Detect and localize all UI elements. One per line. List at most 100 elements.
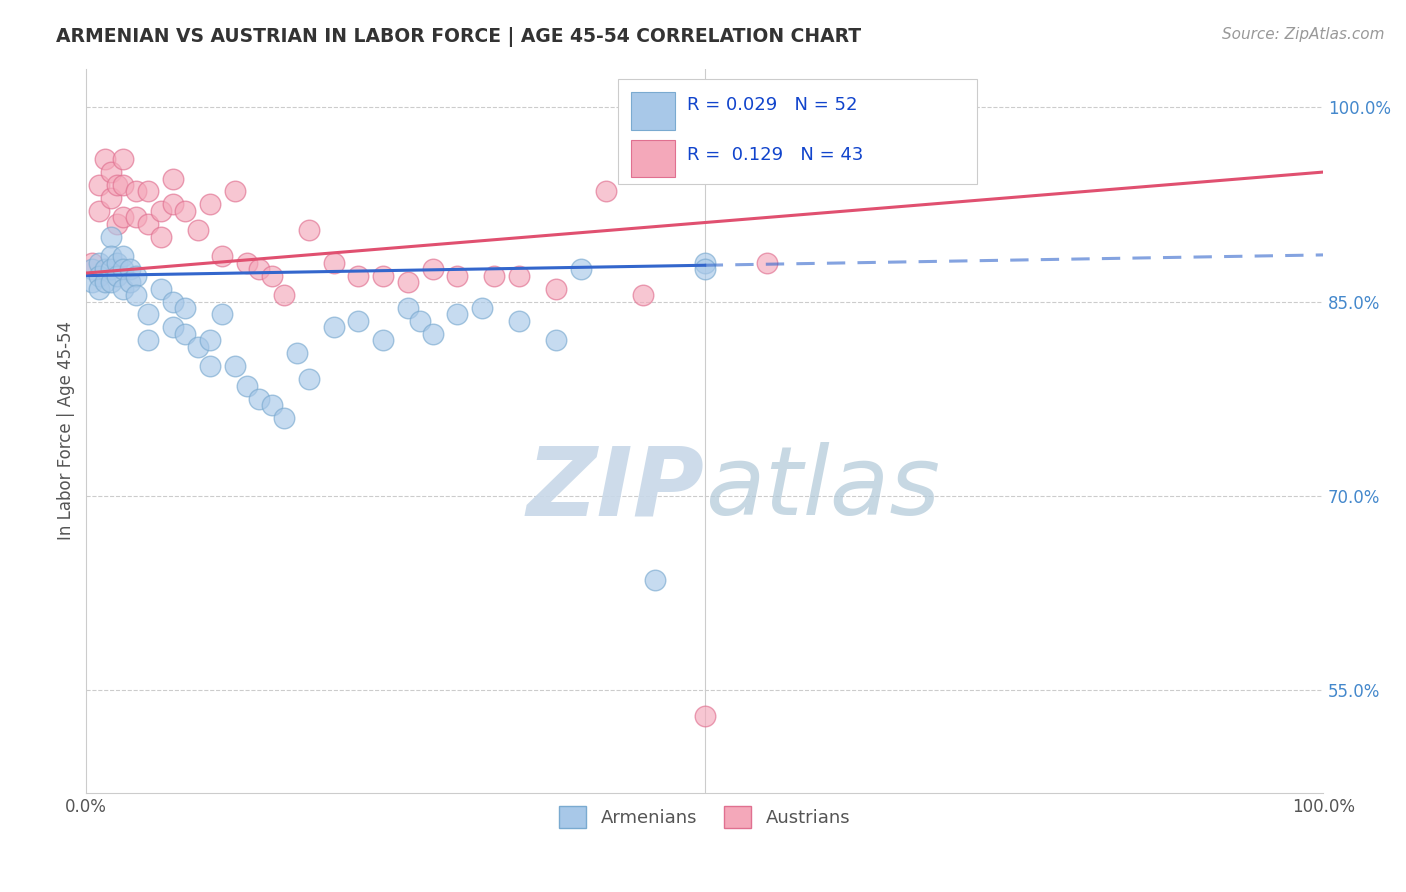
Text: ZIP: ZIP bbox=[527, 442, 704, 535]
Point bbox=[149, 229, 172, 244]
Point bbox=[174, 203, 197, 218]
Point bbox=[162, 171, 184, 186]
Point bbox=[87, 281, 110, 295]
Point bbox=[644, 573, 666, 587]
Point bbox=[100, 249, 122, 263]
Point bbox=[371, 334, 394, 348]
Point bbox=[136, 217, 159, 231]
Point bbox=[118, 275, 141, 289]
Point bbox=[112, 152, 135, 166]
Text: Source: ZipAtlas.com: Source: ZipAtlas.com bbox=[1222, 27, 1385, 42]
Point bbox=[471, 301, 494, 315]
Point bbox=[125, 288, 148, 302]
Point bbox=[422, 262, 444, 277]
Point bbox=[162, 294, 184, 309]
Point bbox=[508, 314, 530, 328]
Point bbox=[112, 249, 135, 263]
Point bbox=[322, 320, 344, 334]
Point bbox=[446, 308, 468, 322]
Point bbox=[595, 185, 617, 199]
FancyBboxPatch shape bbox=[630, 92, 675, 129]
Y-axis label: In Labor Force | Age 45-54: In Labor Force | Age 45-54 bbox=[58, 321, 75, 541]
Point bbox=[422, 326, 444, 341]
Point bbox=[118, 262, 141, 277]
Point bbox=[273, 288, 295, 302]
Point bbox=[260, 398, 283, 412]
Point bbox=[211, 249, 233, 263]
Point bbox=[224, 359, 246, 374]
Point bbox=[94, 275, 117, 289]
Point bbox=[105, 268, 128, 283]
Point bbox=[755, 255, 778, 269]
Point bbox=[508, 268, 530, 283]
Text: atlas: atlas bbox=[704, 442, 939, 535]
Point bbox=[125, 268, 148, 283]
Point bbox=[149, 281, 172, 295]
Point bbox=[174, 326, 197, 341]
Text: R =  0.129   N = 43: R = 0.129 N = 43 bbox=[688, 146, 863, 164]
Point bbox=[236, 378, 259, 392]
Point bbox=[87, 268, 110, 283]
Point bbox=[100, 191, 122, 205]
Point bbox=[285, 346, 308, 360]
Point bbox=[112, 211, 135, 225]
Text: R = 0.029   N = 52: R = 0.029 N = 52 bbox=[688, 95, 858, 113]
Point bbox=[87, 178, 110, 192]
Point bbox=[174, 301, 197, 315]
Point bbox=[446, 268, 468, 283]
Point bbox=[249, 262, 271, 277]
Point bbox=[112, 281, 135, 295]
Point bbox=[396, 301, 419, 315]
Point bbox=[162, 197, 184, 211]
Point bbox=[112, 262, 135, 277]
Point bbox=[546, 281, 568, 295]
Point bbox=[224, 185, 246, 199]
Point bbox=[569, 262, 592, 277]
Point bbox=[546, 334, 568, 348]
Point bbox=[236, 255, 259, 269]
Point bbox=[94, 262, 117, 277]
Point bbox=[273, 411, 295, 425]
Point bbox=[100, 275, 122, 289]
Point bbox=[693, 262, 716, 277]
Point bbox=[322, 255, 344, 269]
Point bbox=[187, 340, 209, 354]
Point bbox=[371, 268, 394, 283]
FancyBboxPatch shape bbox=[630, 139, 675, 178]
Point bbox=[198, 334, 221, 348]
Point bbox=[149, 203, 172, 218]
Point bbox=[136, 308, 159, 322]
Point bbox=[105, 178, 128, 192]
Point bbox=[100, 262, 122, 277]
Point bbox=[631, 288, 654, 302]
Point bbox=[87, 203, 110, 218]
Point bbox=[298, 372, 321, 386]
Point bbox=[100, 229, 122, 244]
Point bbox=[125, 211, 148, 225]
Point bbox=[347, 268, 370, 283]
Point bbox=[693, 255, 716, 269]
Point bbox=[484, 268, 506, 283]
Point bbox=[87, 255, 110, 269]
Point bbox=[409, 314, 432, 328]
Point bbox=[82, 255, 104, 269]
Point bbox=[879, 152, 901, 166]
Legend: Armenians, Austrians: Armenians, Austrians bbox=[553, 798, 858, 835]
FancyBboxPatch shape bbox=[619, 79, 977, 185]
Point bbox=[82, 275, 104, 289]
Point bbox=[94, 152, 117, 166]
Point bbox=[198, 359, 221, 374]
Point bbox=[136, 185, 159, 199]
Point bbox=[198, 197, 221, 211]
Point bbox=[105, 255, 128, 269]
Point bbox=[136, 334, 159, 348]
Point bbox=[298, 223, 321, 237]
Point bbox=[396, 275, 419, 289]
Point bbox=[347, 314, 370, 328]
Point bbox=[100, 165, 122, 179]
Point bbox=[260, 268, 283, 283]
Point bbox=[105, 217, 128, 231]
Point bbox=[82, 262, 104, 277]
Text: ARMENIAN VS AUSTRIAN IN LABOR FORCE | AGE 45-54 CORRELATION CHART: ARMENIAN VS AUSTRIAN IN LABOR FORCE | AG… bbox=[56, 27, 862, 46]
Point bbox=[187, 223, 209, 237]
